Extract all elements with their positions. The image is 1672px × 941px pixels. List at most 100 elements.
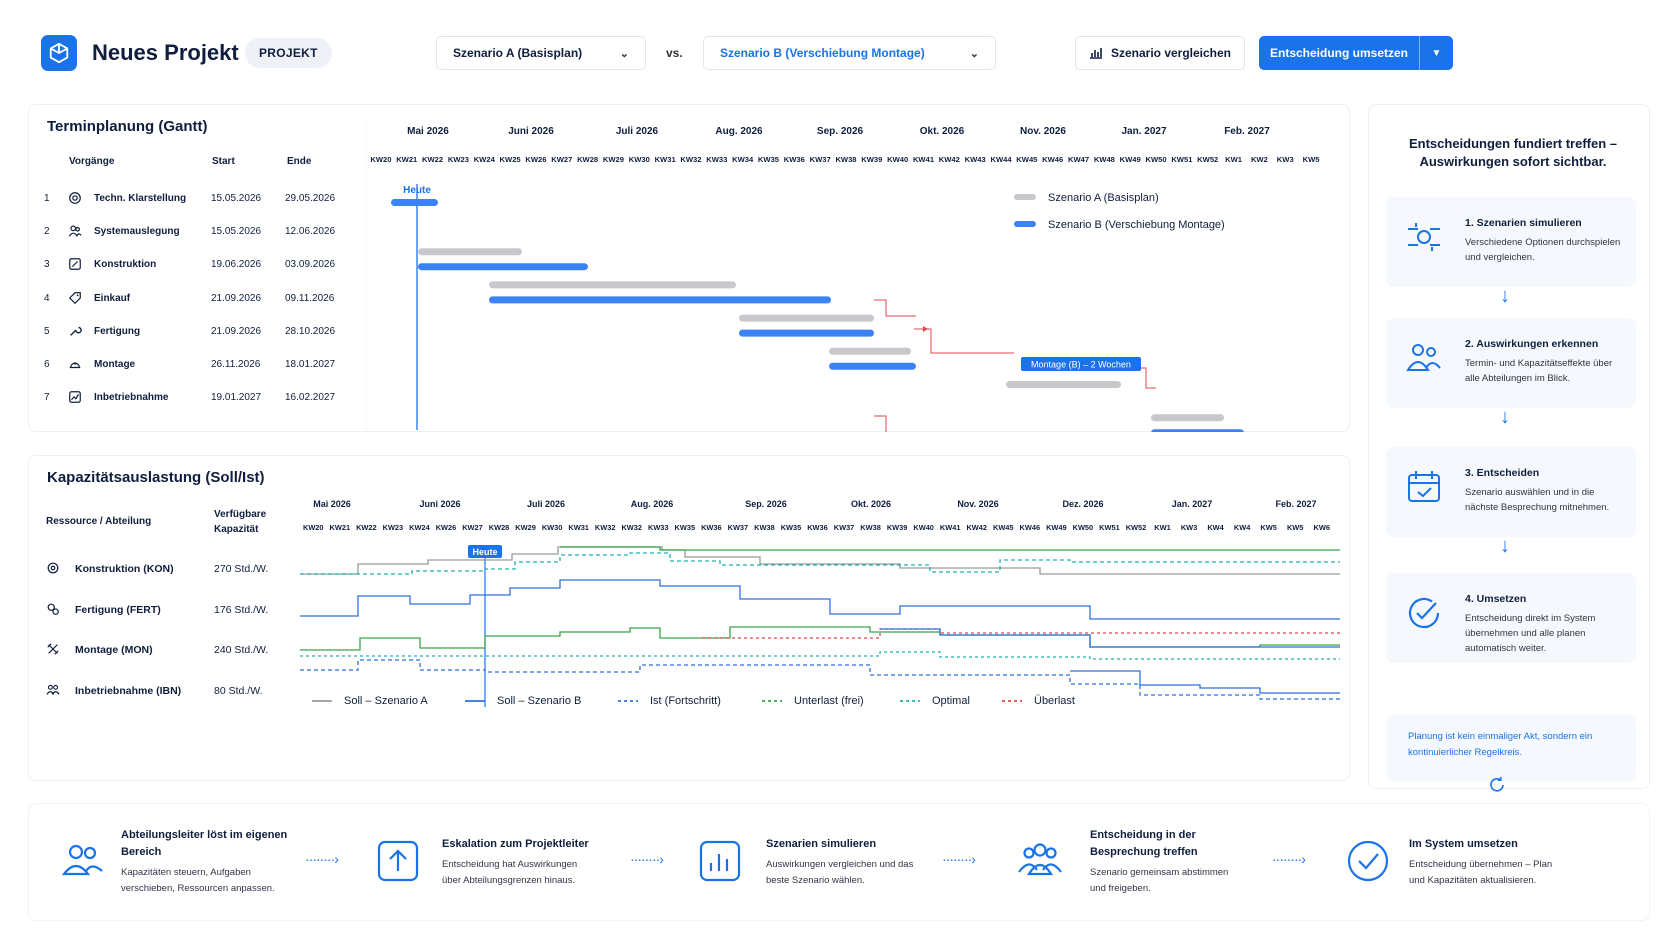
task-end: 18.01.2027 bbox=[285, 359, 336, 370]
resource-name: Montage (MON) bbox=[75, 644, 153, 656]
scenario-a-select[interactable]: Szenario A (Basisplan) ⌄ bbox=[436, 36, 646, 70]
bar-scenario-b[interactable] bbox=[489, 296, 831, 304]
process-step: 2. Auswirkungen erkennen Termin- und Kapa… bbox=[1386, 318, 1636, 408]
users-icon bbox=[68, 224, 82, 241]
flow-step-description: Entscheidung hat Auswirkungen über Abtei… bbox=[442, 859, 578, 886]
app-logo bbox=[41, 35, 77, 71]
week-label: KW51 bbox=[1171, 155, 1193, 164]
bar-scenario-b[interactable] bbox=[829, 362, 916, 370]
step-description: Szenario auswählen und in die nächste Be… bbox=[1465, 487, 1610, 513]
bar-scenario-a[interactable] bbox=[489, 281, 736, 289]
bar-scenario-a[interactable] bbox=[1006, 381, 1121, 388]
bar-scenario-b[interactable] bbox=[391, 199, 438, 206]
task-end: 16.02.2027 bbox=[285, 392, 336, 404]
task-name: Fertigung bbox=[94, 325, 141, 337]
week-label: KW45 bbox=[993, 523, 1014, 532]
arrow-down-icon: ↓ bbox=[1500, 406, 1510, 428]
flow-step-description: Auswirkungen vergleichen und das beste S… bbox=[766, 859, 914, 886]
gantt-task-row[interactable]: 2 Systemauslegung 15.05.2026 12.06.2026 bbox=[44, 224, 354, 244]
gantt-task-row[interactable]: 3 Konstruktion 19.06.2026 03.09.2026 bbox=[44, 258, 354, 277]
process-note: Planung ist kein einmaliger Akt, sondern… bbox=[1386, 715, 1636, 781]
decision-button[interactable]: Entscheidung umsetzen ▼ bbox=[1259, 36, 1453, 70]
bar-scenario-a[interactable] bbox=[829, 347, 911, 355]
week-label: KW35 bbox=[758, 155, 780, 164]
week-label: KW42 bbox=[966, 523, 987, 532]
capacity-row[interactable]: Konstruktion (KON) 270 Std./W. bbox=[46, 562, 286, 581]
week-label: KW21 bbox=[396, 155, 418, 164]
task-name: Einkauf bbox=[94, 292, 131, 304]
week-label: KW49 bbox=[1120, 155, 1141, 164]
chart-icon bbox=[68, 390, 82, 407]
task-start: 19.06.2026 bbox=[211, 259, 262, 271]
resource-name: Fertigung (FERT) bbox=[75, 603, 161, 616]
step-description: Entscheidung direkt im System übernehmen… bbox=[1465, 613, 1596, 654]
week-label: KW49 bbox=[1046, 523, 1067, 532]
gantt-panel bbox=[28, 104, 1350, 432]
team-icon bbox=[46, 683, 60, 700]
legend-swatch-b bbox=[1014, 221, 1036, 227]
bar-scenario-a[interactable] bbox=[739, 314, 874, 322]
week-label: KW46 bbox=[1042, 155, 1063, 164]
refresh-icon bbox=[1488, 776, 1506, 799]
month-label: Mai 2026 bbox=[407, 126, 449, 137]
week-label: KW29 bbox=[515, 523, 536, 532]
resource-capacity: 176 Std./W. bbox=[214, 603, 269, 616]
process-step: 4. Umsetzen Entscheidung direkt im System… bbox=[1386, 573, 1636, 663]
week-label: KW42 bbox=[939, 155, 960, 164]
today-badge bbox=[468, 545, 502, 558]
task-number: 4 bbox=[44, 292, 50, 304]
month-label: Feb. 2027 bbox=[1275, 499, 1316, 509]
bar-scenario-a[interactable] bbox=[418, 248, 522, 256]
step-title: 2. Auswirkungen erkennen bbox=[1465, 338, 1599, 350]
task-end: 03.09.2026 bbox=[285, 259, 336, 271]
capacity-row[interactable]: Montage (MON) 240 Std./W. bbox=[46, 643, 286, 662]
task-number: 5 bbox=[44, 325, 50, 337]
task-name: Techn. Klarstellung bbox=[94, 193, 187, 204]
gantt-task-row[interactable]: 5 Fertigung 21.09.2026 28.10.2026 bbox=[44, 326, 354, 344]
week-label: KW20 bbox=[370, 155, 391, 164]
compare-scenario-button[interactable]: Szenario vergleichen bbox=[1075, 36, 1245, 70]
today-label: Heute bbox=[403, 185, 431, 196]
flow-step-title: Eskalation zum Projektleiter bbox=[442, 838, 589, 850]
bar-scenario-b[interactable] bbox=[418, 263, 588, 271]
chevron-down-icon[interactable]: ▼ bbox=[1419, 36, 1453, 70]
task-end: 28.10.2026 bbox=[285, 325, 336, 337]
gantt-task-row[interactable]: 1 Techn. Klarstellung 15.05.2026 29.05.2026 bbox=[44, 192, 354, 211]
dependency-line bbox=[874, 415, 887, 432]
capacity-col-capacity: Verfügbare Kapazität bbox=[214, 509, 267, 535]
gantt-task-row[interactable]: 6 Montage 26.11.2026 18.01.2027 bbox=[44, 359, 354, 377]
task-number: 3 bbox=[44, 259, 50, 271]
group-icon bbox=[1017, 838, 1063, 884]
week-label: KW25 bbox=[500, 155, 522, 164]
montage-callout bbox=[1021, 357, 1141, 371]
dotted-arrow-icon: ········› bbox=[1272, 851, 1306, 867]
gantt-task-row[interactable]: 4 Einkauf 21.09.2026 09.11.2026 bbox=[44, 291, 354, 311]
week-label: KW36 bbox=[701, 523, 722, 532]
legend-label: Optimal bbox=[932, 695, 970, 707]
capacity-row[interactable]: Fertigung (FERT) 176 Std./W. bbox=[46, 603, 286, 622]
legend-label: Unterlast (frei) bbox=[794, 695, 864, 707]
bar-scenario-b[interactable] bbox=[739, 329, 874, 337]
scenario-b-select[interactable]: Szenario B (Verschiebung Montage) ⌄ bbox=[703, 36, 996, 70]
week-label: KW36 bbox=[807, 523, 828, 532]
resource-name: Konstruktion (KON) bbox=[75, 563, 174, 575]
capacity-col-resource: Ressource / Abteilung bbox=[46, 516, 152, 527]
month-label: Juni 2026 bbox=[508, 126, 554, 137]
gantt-task-row[interactable]: 7 Inbetriebnahme 19.01.2027 16.02.2027 bbox=[44, 390, 354, 410]
week-label: KW29 bbox=[603, 155, 624, 164]
week-label: KW40 bbox=[887, 155, 908, 164]
capacity-title: Kapazitätsauslastung (Soll/Ist) bbox=[47, 469, 265, 486]
week-label: KW35 bbox=[675, 523, 696, 532]
capacity-row[interactable]: Inbetriebnahme (IBN) 80 Std./W. bbox=[46, 683, 286, 703]
bar-scenario-b[interactable] bbox=[1151, 429, 1244, 432]
week-label: KW47 bbox=[1068, 155, 1089, 164]
week-label: KW37 bbox=[728, 523, 749, 532]
week-label: KW41 bbox=[913, 155, 935, 164]
week-label: KW37 bbox=[834, 523, 855, 532]
bar-scenario-a[interactable] bbox=[1151, 414, 1224, 422]
ibn-soll-b bbox=[1070, 670, 1340, 694]
week-label: KW32 bbox=[680, 155, 701, 164]
resource-capacity: 80 Std./W. bbox=[214, 684, 263, 697]
legend-label-b: Szenario B (Verschiebung Montage) bbox=[1048, 219, 1225, 231]
month-label: Sep. 2026 bbox=[817, 126, 864, 137]
